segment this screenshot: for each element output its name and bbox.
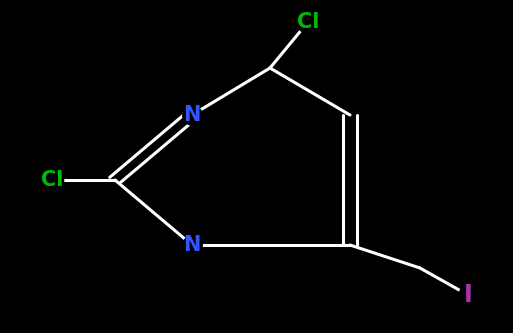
Text: I: I [464, 283, 472, 307]
Text: N: N [183, 235, 201, 255]
Text: Cl: Cl [297, 12, 319, 32]
Text: Cl: Cl [41, 170, 63, 190]
Text: N: N [183, 105, 201, 125]
